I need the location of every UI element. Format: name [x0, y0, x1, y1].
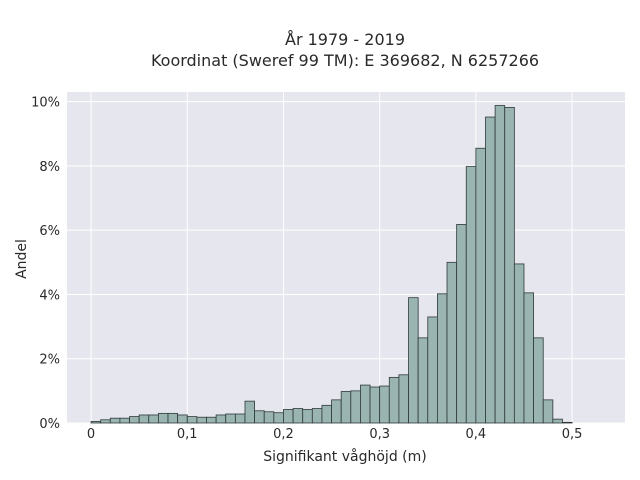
histogram-bar [552, 418, 563, 424]
histogram-bar [542, 399, 554, 424]
histogram-bar [398, 374, 409, 424]
histogram-bar [186, 416, 198, 424]
histogram-bar [369, 386, 381, 424]
histogram-bar [292, 408, 304, 424]
histogram-bar [485, 116, 496, 424]
histogram-bar [465, 166, 477, 424]
histogram-bar [513, 263, 525, 424]
histogram-bar [119, 417, 130, 424]
histogram-bar [177, 414, 188, 424]
histogram-bar [302, 409, 313, 424]
histogram-bar [138, 414, 150, 424]
histogram-bar [456, 223, 467, 424]
histogram-bar [360, 384, 371, 424]
histogram-bar [417, 337, 429, 424]
histogram-bar [273, 412, 284, 424]
y-tick-label: 0% [39, 417, 60, 432]
x-axis-ticks: 0 0,1 0,2 0,3 0,4 0,5 [87, 427, 583, 442]
histogram-bar [562, 421, 573, 424]
x-axis-label: Signifikant våghöjd (m) [263, 448, 426, 465]
histogram-bar [206, 416, 217, 424]
histogram-bar [109, 417, 121, 424]
x-tick-label: 0,5 [562, 427, 583, 442]
y-axis-ticks: 0% 2% 4% 6% 8% 10% [31, 96, 60, 432]
y-tick-label: 6% [39, 224, 60, 239]
histogram-bar [263, 411, 275, 424]
histogram-bar [446, 261, 458, 424]
histogram-bar [225, 413, 236, 424]
x-tick-label: 0,3 [369, 427, 390, 442]
y-tick-label: 8% [39, 160, 60, 175]
histogram-bar [311, 408, 323, 424]
histogram-bar [234, 413, 246, 424]
histogram-bar [244, 400, 256, 424]
histogram-bar [388, 376, 400, 424]
histogram-bar [100, 419, 111, 424]
chart-title: År 1979 - 2019 [285, 30, 405, 49]
y-tick-label: 10% [31, 96, 60, 111]
x-tick-label: 0,1 [177, 427, 198, 442]
y-tick-label: 2% [39, 353, 60, 368]
histogram-bar [90, 420, 102, 424]
histogram-bar [129, 416, 140, 424]
histogram-bar [340, 391, 352, 424]
x-tick-label: 0,2 [273, 427, 294, 442]
chart-subtitle: Koordinat (Sweref 99 TM): E 369682, N 62… [151, 51, 539, 70]
histogram-bar [167, 412, 179, 424]
x-tick-label: 0,4 [466, 427, 487, 442]
bars [90, 105, 573, 424]
y-axis-label: Andel [14, 239, 30, 279]
histogram-bar [427, 316, 438, 424]
histogram-bar [283, 409, 294, 424]
histogram-bar [321, 404, 332, 424]
histogram-bar [379, 385, 390, 424]
histogram-bar [504, 107, 515, 424]
histogram-bar [436, 293, 448, 424]
histogram-bar [331, 399, 342, 424]
histogram-bar [533, 337, 544, 424]
histogram-bar [148, 414, 159, 424]
histogram-bar [494, 105, 506, 424]
y-tick-label: 4% [39, 288, 60, 303]
x-tick-label: 0 [87, 427, 95, 442]
histogram-bar [350, 390, 361, 424]
histogram-bar [215, 414, 227, 424]
histogram-bar [196, 416, 207, 424]
histogram-bar [157, 412, 169, 424]
histogram-bar [475, 147, 486, 424]
histogram-bar [408, 297, 419, 424]
histogram-bar [523, 292, 535, 424]
histogram-bar [254, 410, 265, 424]
